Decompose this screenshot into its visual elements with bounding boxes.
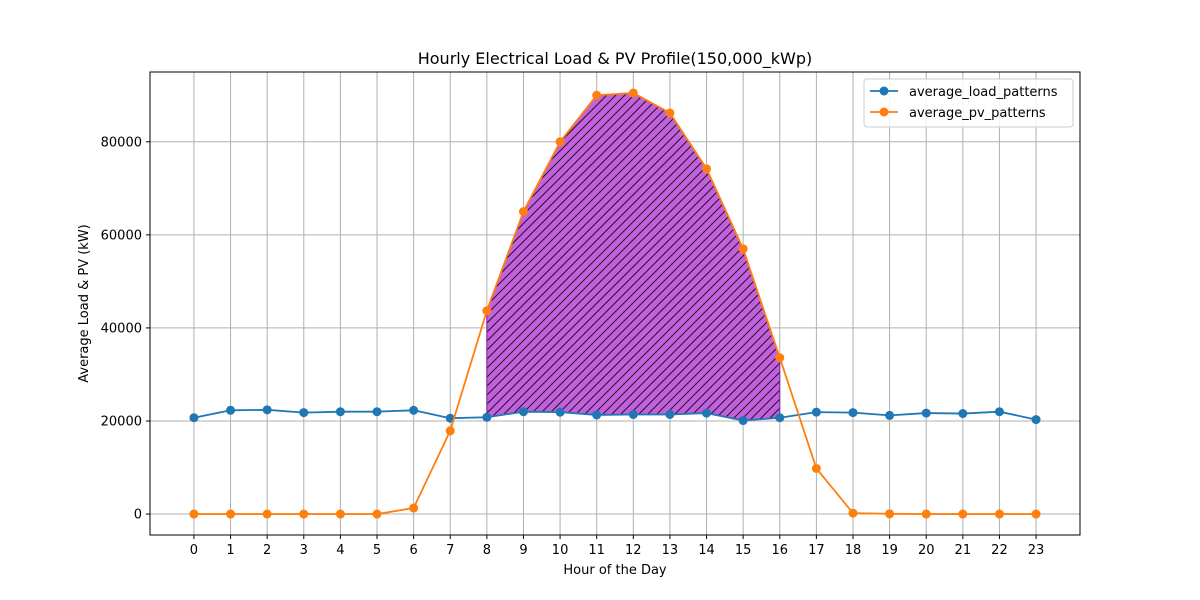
data-point-pv [592,90,602,100]
x-tick-label: 7 [446,543,454,558]
data-point-load [226,405,236,415]
x-tick-label: 20 [918,543,935,558]
data-point-pv [226,509,236,519]
x-tick-label: 22 [991,543,1008,558]
legend: average_load_patterns average_pv_pattern… [863,78,1074,128]
data-point-pv [1031,509,1041,519]
data-point-load [628,409,638,419]
data-point-load [848,408,858,418]
x-tick-label: 3 [300,543,308,558]
chart-title: Hourly Electrical Load & PV Profile(150,… [418,49,813,69]
legend-box [863,78,1074,128]
data-point-load [189,413,199,423]
data-point-pv [775,353,785,363]
y-tick-label: 40000 [101,321,142,336]
y-tick-label: 60000 [101,228,142,243]
y-axis-ticks: 0 20000 40000 60000 80000 [101,135,150,523]
series-line-load [193,408,1037,422]
data-point-pv [811,463,821,473]
data-point-pv [665,108,675,118]
x-tick-label: 14 [698,543,715,558]
data-point-load [555,407,565,417]
series-line-pv [193,92,1037,515]
x-tick-label: 11 [588,543,605,558]
data-point-load [262,405,272,415]
data-point-pv [921,509,931,519]
data-point-load [775,413,785,423]
fill-area-group [486,92,781,422]
x-tick-label: 10 [552,543,569,558]
data-point-load [518,407,528,417]
data-point-load [335,407,345,417]
y-tick-label: 0 [134,508,142,523]
y-axis-label: Average Load & PV (kW) [77,224,92,383]
data-point-pv [848,508,858,518]
data-point-pv [189,509,199,519]
x-tick-label: 2 [263,543,271,558]
x-axis-label: Hour of the Day [563,563,667,578]
x-tick-label: 15 [735,543,752,558]
data-point-load [885,410,895,420]
data-point-pv [518,207,528,217]
data-point-pv [299,509,309,519]
data-point-pv [702,164,712,174]
data-point-pv [409,503,419,513]
legend-label-pv: average_pv_patterns [909,106,1046,121]
x-axis-ticks: 0 1 2 3 4 5 6 7 8 9 10 11 12 13 14 15 16 17 18 19 20 21 22 23 [190,535,1045,558]
y-tick-label: 20000 [101,414,142,429]
data-point-pv [372,509,382,519]
data-point-load [921,408,931,418]
x-tick-label: 5 [373,543,381,558]
x-tick-label: 12 [625,543,642,558]
x-tick-label: 23 [1028,543,1045,558]
data-point-load [482,412,492,422]
x-tick-label: 6 [409,543,417,558]
x-tick-label: 1 [226,543,234,558]
data-point-pv [555,137,565,147]
x-tick-label: 18 [845,543,862,558]
data-point-load [665,409,675,419]
data-point-load [738,416,748,426]
data-point-load [994,407,1004,417]
series-group [189,88,1041,519]
x-tick-label: 16 [771,543,788,558]
data-point-load [702,408,712,418]
x-tick-label: 4 [336,543,344,558]
data-point-load [299,408,309,418]
x-tick-label: 17 [808,543,825,558]
x-tick-label: 21 [955,543,972,558]
legend-label-load: average_load_patterns [909,85,1058,100]
x-tick-label: 0 [190,543,198,558]
x-tick-label: 19 [881,543,898,558]
data-point-pv [445,426,455,436]
data-point-load [811,407,821,417]
data-point-load [592,410,602,420]
data-point-load [958,409,968,419]
x-tick-label: 9 [519,543,527,558]
data-point-load [409,405,419,415]
data-point-pv [958,509,968,519]
data-point-load [372,407,382,417]
x-tick-label: 13 [662,543,679,558]
data-point-pv [994,509,1004,519]
x-tick-label: 8 [483,543,491,558]
data-point-pv [482,306,492,316]
plot-frame [149,71,1081,536]
data-point-pv [885,509,895,519]
y-tick-label: 80000 [101,135,142,150]
data-point-pv [628,88,638,98]
data-point-pv [738,244,748,254]
data-point-pv [335,509,345,519]
data-point-load [1031,415,1041,425]
legend-marker-pv [879,107,889,117]
data-point-pv [262,509,272,519]
legend-marker-load [879,86,889,96]
